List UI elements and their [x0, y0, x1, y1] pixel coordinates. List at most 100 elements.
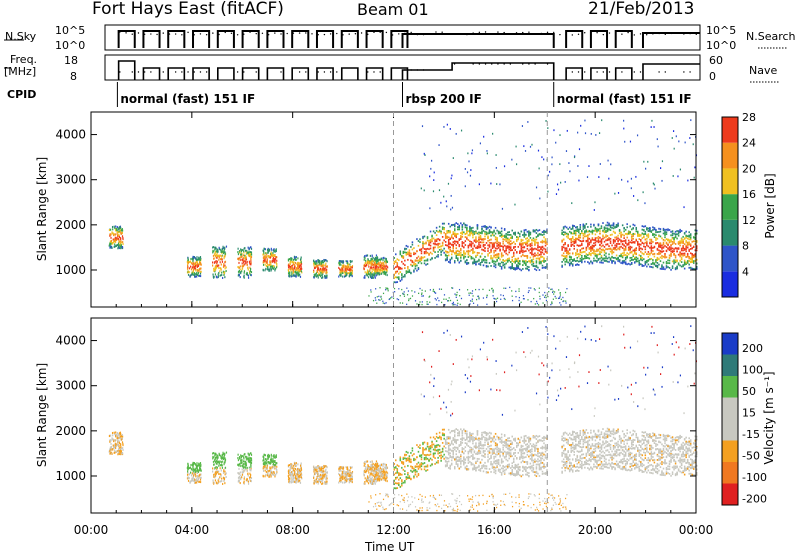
power-cell [496, 242, 498, 245]
power-cell [350, 274, 352, 277]
power-cell [551, 301, 553, 303]
power-cell [450, 224, 453, 226]
power-cell [402, 257, 405, 259]
power-cell [446, 254, 448, 257]
power-cell [601, 119, 603, 122]
power-cell [478, 183, 480, 186]
power-cell [365, 265, 367, 268]
power-cell [500, 236, 503, 238]
power-cell [377, 267, 380, 270]
power-cell [414, 291, 416, 293]
power-cell [638, 247, 641, 250]
power-cell [299, 267, 302, 270]
power-cell [600, 227, 603, 229]
power-cell [676, 237, 678, 240]
power-cell [445, 200, 447, 203]
power-cell [658, 243, 660, 246]
power-cell [405, 244, 408, 247]
power-cell [548, 287, 550, 289]
nave-dot [317, 71, 319, 73]
power-cell [456, 294, 458, 296]
velocity-cell [199, 481, 202, 484]
power-cell [240, 250, 243, 253]
power-cell [626, 226, 628, 229]
power-cell [520, 250, 523, 253]
power-cell [417, 262, 420, 264]
power-cell [643, 242, 645, 245]
power-cell [561, 245, 563, 248]
power-cell [567, 253, 569, 256]
power-cell [287, 272, 290, 275]
power-cell [629, 248, 631, 251]
power-cell [364, 276, 366, 279]
power-cell [293, 258, 295, 261]
power-cell [590, 250, 592, 253]
velocity-cell [223, 469, 225, 472]
power-cell [636, 134, 639, 137]
velocity-cell [122, 442, 124, 445]
velocity-cell [200, 463, 202, 466]
power-cell [680, 261, 683, 263]
velocity-cell [225, 475, 227, 479]
power-cell [529, 260, 532, 262]
power-cell [444, 244, 447, 246]
power-cell [339, 269, 341, 272]
power-cell [596, 260, 598, 262]
velocity-cell [216, 471, 218, 474]
power-cell [587, 230, 589, 233]
power-cell [633, 250, 636, 253]
power-cell [121, 231, 123, 234]
nave-dot [404, 69, 406, 71]
power-cell [374, 267, 376, 270]
power-cell [318, 267, 320, 270]
power-cell [576, 228, 579, 231]
power-cell [560, 181, 562, 184]
power-cell [488, 229, 491, 231]
velocity-cell [109, 448, 111, 451]
power-cell [655, 239, 657, 241]
power-cell [553, 293, 555, 295]
power-cell [484, 255, 486, 258]
power-cell [249, 246, 252, 249]
power-cell [216, 250, 218, 253]
power-cell [597, 224, 600, 227]
velocity-cell [220, 469, 222, 472]
power-cell [603, 251, 606, 254]
power-cell [223, 272, 225, 275]
power-cell [567, 237, 569, 239]
nave-dot [546, 63, 549, 65]
velocity-cell [237, 476, 240, 479]
power-cell [375, 254, 378, 257]
nsearch-dot [540, 32, 543, 35]
power-cell [655, 237, 657, 239]
power-cell [110, 245, 112, 248]
power-cell [313, 259, 315, 262]
power-cell [653, 263, 656, 266]
power-cell [458, 254, 461, 256]
power-cell [434, 231, 436, 234]
beam-label: Beam 01 [357, 0, 429, 19]
power-cell [457, 259, 459, 262]
power-cell [520, 249, 523, 251]
power-cell [591, 248, 594, 251]
power-cell [632, 258, 634, 261]
power-cell [511, 259, 513, 261]
power-cell [450, 250, 453, 253]
power-cell [582, 240, 585, 242]
power-cell [449, 250, 451, 252]
power-cell [677, 263, 680, 266]
power-cell [194, 272, 196, 275]
power-cell [484, 250, 486, 253]
power-cell [600, 256, 603, 259]
power-cell [496, 183, 498, 185]
power-cell [218, 256, 220, 259]
power-cell [644, 241, 647, 244]
nsearch-dot [559, 33, 561, 36]
velocity-cell [198, 475, 200, 478]
power-cell [618, 238, 621, 241]
power-cell [472, 226, 474, 229]
power-cell [534, 254, 536, 257]
power-cell [416, 264, 418, 267]
power-cell [190, 268, 193, 271]
power-cell [653, 126, 655, 128]
